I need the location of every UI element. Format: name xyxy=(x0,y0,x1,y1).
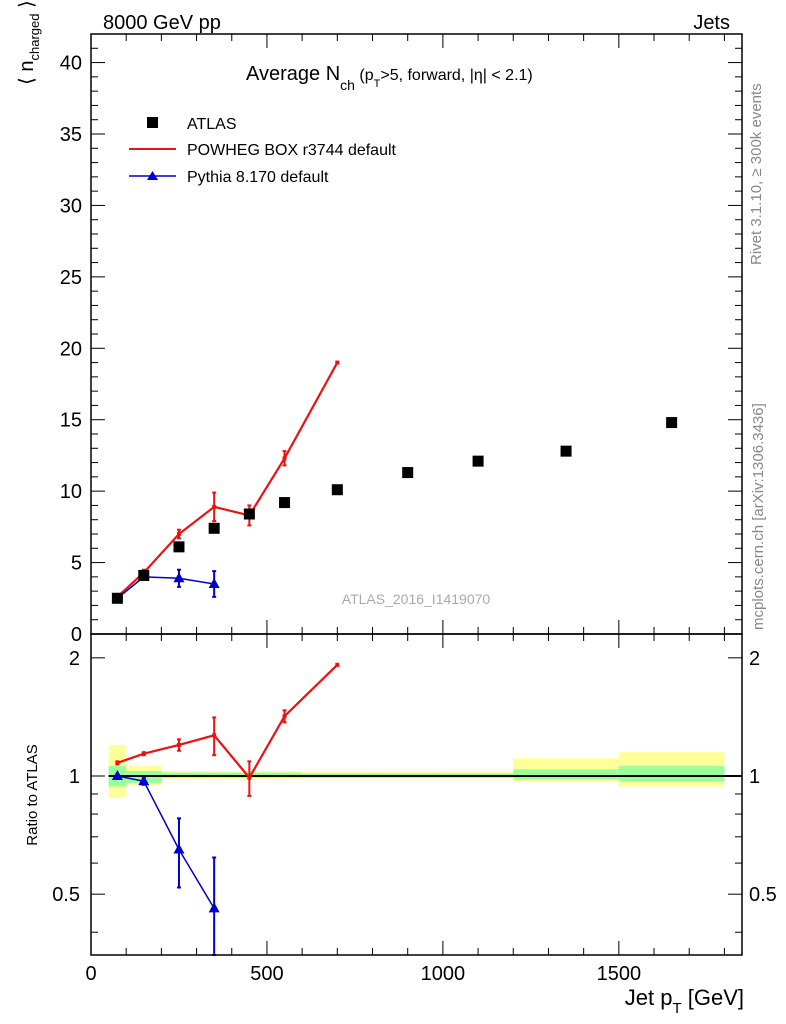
ratio-y-tick-label-right: 1 xyxy=(749,766,760,788)
title-end: >5, forward, |η| < 2.1) xyxy=(380,67,532,84)
data-layer xyxy=(111,360,678,956)
atlas-point xyxy=(402,467,414,479)
pythia-line xyxy=(116,576,215,599)
ratio-y-tick-label-right: 2 xyxy=(749,648,760,670)
powheg-point xyxy=(176,532,181,536)
title-sub2: T xyxy=(374,78,381,90)
powheg-point xyxy=(212,504,217,509)
ratio-powheg-point xyxy=(247,775,252,780)
y-tick-label: 0 xyxy=(71,624,82,646)
chart-title: Average Nch (pT>5, forward, |η| < 2.1) xyxy=(246,63,533,93)
axes-layer: 0 500 1000 1500 0 5 10 15 20 25 30 35 40 0.5 0.5 1 1 2 2 xyxy=(52,33,777,985)
ratio-y-tick-label: 2 xyxy=(69,648,80,670)
xlabel-unit: [GeV] xyxy=(682,985,744,1010)
atlas-point xyxy=(243,508,255,520)
ratio-band-inner xyxy=(618,766,725,782)
ratio-y-tick-label: 1 xyxy=(69,766,80,788)
atlas-point xyxy=(472,455,484,467)
y-tick-label: 30 xyxy=(60,195,82,217)
ratio-band-inner xyxy=(513,769,619,780)
atlas-point xyxy=(111,592,123,604)
svg-text:⟨ ncharged ⟩: ⟨ ncharged ⟩ xyxy=(16,0,42,85)
ratio-powheg-point xyxy=(115,760,120,765)
powheg-point xyxy=(335,360,340,365)
ylabel-right: ⟩ xyxy=(16,0,38,8)
rivet-label: Rivet 3.1.10, ≥ 300k events xyxy=(748,83,765,265)
atlas-point xyxy=(279,497,291,509)
y-tick-label: 35 xyxy=(60,124,82,146)
y-tick-label: 15 xyxy=(60,410,82,432)
ratio-pythia-point xyxy=(208,902,220,913)
legend-marker-pythia xyxy=(147,171,158,180)
legend-marker-atlas xyxy=(147,117,158,128)
pythia-point xyxy=(208,578,220,588)
ratio-pythia-line xyxy=(117,775,215,909)
atlas-point xyxy=(331,484,343,496)
x-tick-label: 500 xyxy=(250,963,283,985)
atlas-point xyxy=(666,417,678,429)
atlas-point xyxy=(560,445,572,457)
pythia-point xyxy=(173,572,185,583)
y-tick-label: 20 xyxy=(60,338,82,360)
header-left: 8000 GeV pp xyxy=(103,12,221,34)
powheg-line xyxy=(116,362,339,598)
ylabel-left: ⟨ xyxy=(16,77,38,85)
y-tick-label: 25 xyxy=(60,267,82,289)
ratio-pythia-point xyxy=(173,843,185,854)
ratio-y-tick-label: 0.5 xyxy=(52,884,80,906)
ratio-pythia-point xyxy=(111,770,123,781)
ratio-powheg-point xyxy=(282,714,287,719)
ratio-powheg-point xyxy=(212,733,217,738)
ylabel-n: n xyxy=(16,61,38,72)
ratio-pythia-point xyxy=(138,775,150,786)
ratio-y-tick-label-right: 0.5 xyxy=(749,884,777,906)
x-tick-label: 1500 xyxy=(597,963,642,985)
xlabel-sub: T xyxy=(672,1000,681,1017)
atlas-point xyxy=(138,569,150,581)
xlabel: Jet pT [GeV] xyxy=(625,985,744,1017)
y-tick-label: 5 xyxy=(71,553,82,575)
ylabel-sub: charged xyxy=(27,14,42,61)
x-tick-label: 1000 xyxy=(421,963,466,985)
legend-label-powheg: POWHEG BOX r3744 default xyxy=(187,142,397,159)
main-ylabel: ⟨ ncharged ⟩ xyxy=(16,0,42,85)
ratio-ylabel: Ratio to ATLAS xyxy=(24,744,41,845)
y-tick-label: 10 xyxy=(60,481,82,503)
legend-label-atlas: ATLAS xyxy=(187,116,237,133)
mcplots-label: mcplots.cern.ch [arXiv:1306.3436] xyxy=(750,403,767,630)
x-tick-label: 0 xyxy=(85,963,96,985)
xlabel-main: Jet p xyxy=(625,985,673,1010)
y-tick-label: 40 xyxy=(60,53,82,75)
ratio-powheg-point xyxy=(176,742,181,747)
header-right: Jets xyxy=(693,12,730,34)
ratio-powheg-point xyxy=(141,751,146,756)
title-sub1: ch xyxy=(340,77,355,93)
atlas-point xyxy=(173,541,185,553)
ratio-powheg-line xyxy=(117,664,339,780)
ratio-powheg-point xyxy=(335,662,340,667)
legend: ATLAS POWHEG BOX r3744 default Pythia 8.… xyxy=(129,116,397,186)
analysis-watermark: ATLAS_2016_I1419070 xyxy=(342,591,491,607)
ratio-frame xyxy=(90,633,743,956)
atlas-point xyxy=(208,522,220,534)
legend-label-pythia: Pythia 8.170 default xyxy=(187,169,329,186)
ratio-band-layer xyxy=(108,744,725,798)
powheg-point xyxy=(282,456,287,461)
title-main: Average N xyxy=(246,63,340,85)
title-rest: (p xyxy=(355,67,374,84)
